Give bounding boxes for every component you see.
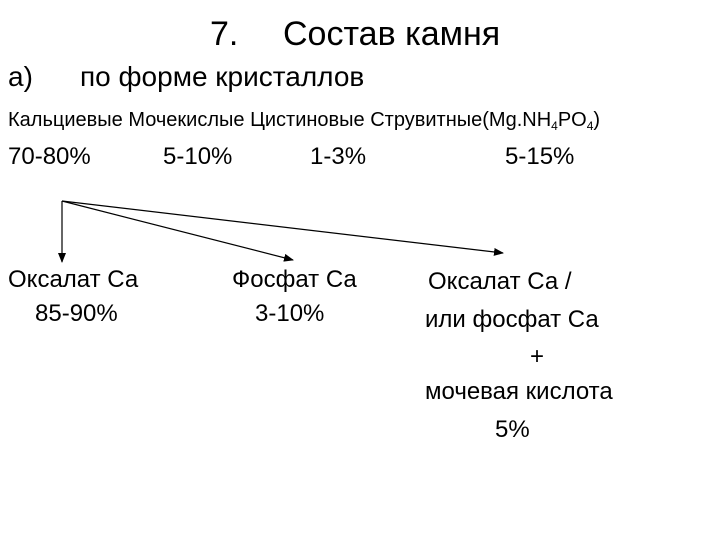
result-oxalate-name: Оксалат Са — [8, 268, 138, 292]
result-mixed-plus: + — [530, 345, 544, 369]
result-mixed-line2: или фосфат Са — [425, 308, 599, 332]
result-mixed-pct: 5% — [495, 418, 530, 442]
arrow-to-mixed — [62, 201, 503, 253]
arrow-to-phosphate — [62, 201, 293, 260]
result-phosphate-pct: 3-10% — [255, 302, 324, 326]
result-mixed-line1: Оксалат Са / — [428, 270, 572, 294]
result-mixed-line3: мочевая кислота — [425, 380, 613, 404]
result-oxalate-pct: 85-90% — [35, 302, 118, 326]
result-phosphate-name: Фосфат Са — [232, 268, 357, 292]
